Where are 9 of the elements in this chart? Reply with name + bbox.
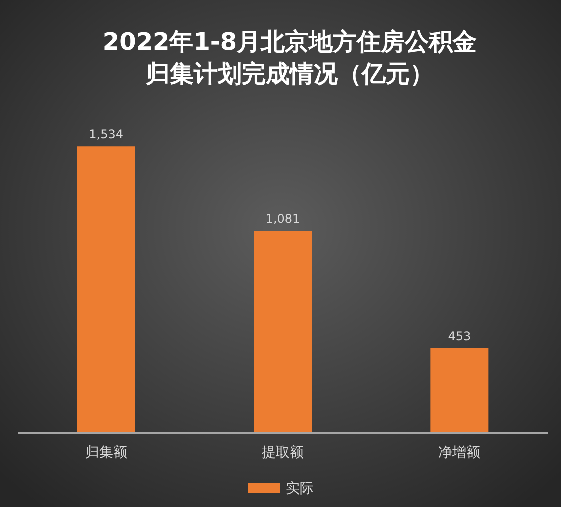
- data-label: 1,081: [266, 212, 300, 226]
- x-tick-label: 归集额: [85, 445, 128, 461]
- data-label: 453: [448, 329, 472, 344]
- data-label: 1,534: [89, 128, 124, 142]
- x-tick-label: 净增额: [438, 445, 481, 461]
- x-tick-label: 提取额: [262, 445, 304, 461]
- title: 2022年1-8月北京地方住房公积金归集计划完成情况（亿元）: [102, 28, 478, 88]
- legend: 实际: [248, 481, 314, 497]
- legend-label: 实际: [286, 481, 314, 497]
